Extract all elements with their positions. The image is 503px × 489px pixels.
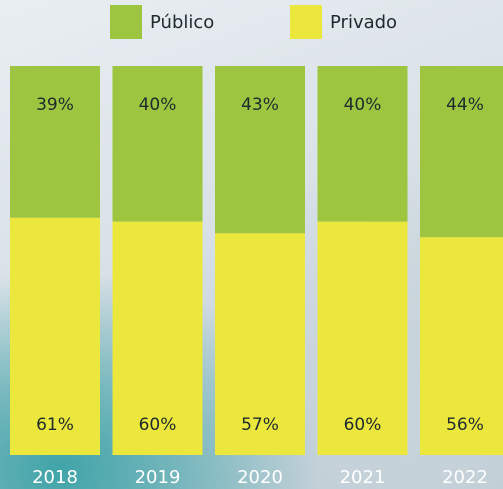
chart: Público Privado 61% 39% 2018 60% 40% 2019 57% 43%… — [0, 0, 503, 489]
chart-area: Público Privado 61% 39% 2018 60% 40% 2019 57% 43%… — [0, 0, 503, 489]
x-tick-label: 2022 — [442, 467, 488, 488]
value-label: 61% — [36, 415, 74, 435]
legend-swatch — [290, 5, 322, 39]
legend-label: Público — [150, 12, 214, 33]
x-tick-label: 2018 — [32, 467, 78, 488]
value-label: 39% — [36, 95, 74, 115]
value-label: 40% — [139, 95, 177, 115]
value-label: 60% — [344, 415, 382, 435]
legend-swatch — [110, 5, 142, 39]
x-tick-label: 2020 — [237, 467, 283, 488]
value-label: 57% — [241, 415, 279, 435]
value-label: 56% — [446, 415, 484, 435]
bar-segment — [10, 66, 100, 218]
value-label: 40% — [344, 95, 382, 115]
x-tick-label: 2019 — [135, 467, 181, 488]
bar-segment — [318, 66, 408, 222]
bar-segment — [420, 66, 503, 237]
bar-segment — [113, 66, 203, 222]
value-label: 44% — [446, 95, 484, 115]
legend-label: Privado — [330, 12, 397, 33]
value-label: 43% — [241, 95, 279, 115]
value-label: 60% — [139, 415, 177, 435]
x-tick-label: 2021 — [340, 467, 386, 488]
bar-segment — [215, 66, 305, 233]
